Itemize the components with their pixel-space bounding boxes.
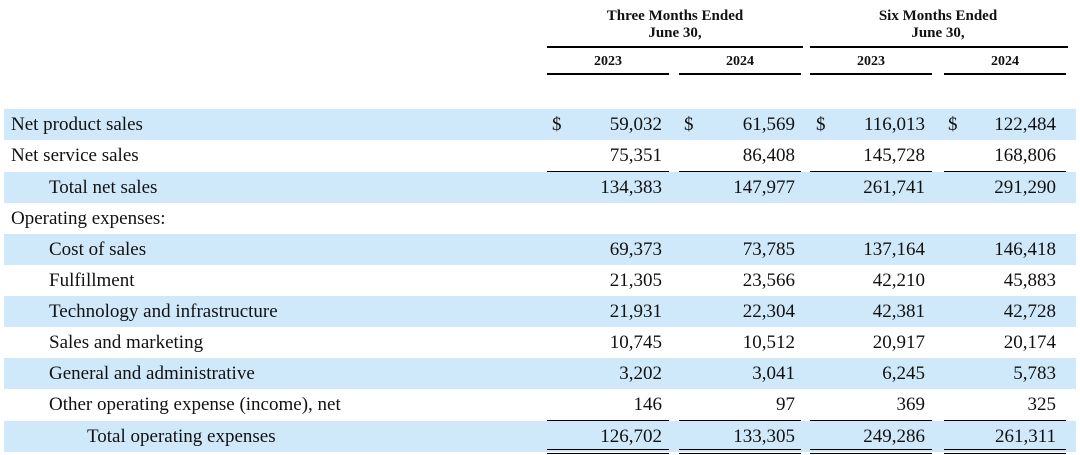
cell-value: 69,373 xyxy=(609,239,662,260)
cell-value: 73,785 xyxy=(742,239,795,260)
cell-value: 261,311 xyxy=(994,426,1056,447)
cell-value: 116,013 xyxy=(863,114,925,135)
table-row-technology-and-infrastructure: Technology and infrastructure 21,931 22,… xyxy=(4,296,1076,327)
table-row-general-and-administrative: General and administrative 3,202 3,041 6… xyxy=(4,358,1076,389)
cell-value: 3,202 xyxy=(619,363,662,384)
six-months-header-line2: June 30, xyxy=(911,25,965,41)
row-label: Net product sales xyxy=(11,114,143,135)
cell-value: 325 xyxy=(1027,394,1057,415)
cell-value: 22,304 xyxy=(742,301,795,322)
cell-value: 42,210 xyxy=(872,270,925,291)
cell-value: 10,512 xyxy=(742,332,795,353)
cell-value: 23,566 xyxy=(742,270,795,291)
row-label: Operating expenses: xyxy=(11,208,166,229)
three-months-header: Three Months Ended June 30, xyxy=(555,8,795,42)
subtotal-rule xyxy=(810,171,932,172)
total-double-rule xyxy=(944,449,1066,454)
year-header: 2023 xyxy=(594,54,622,69)
subtotal-rule xyxy=(679,420,801,421)
cell-value: 86,408 xyxy=(742,145,795,166)
table-row-total-net-sales: Total net sales 134,383 147,977 261,741 … xyxy=(4,172,1076,203)
row-label: Total net sales xyxy=(49,177,158,198)
row-label: Net service sales xyxy=(11,145,139,166)
cell-value: 134,383 xyxy=(600,177,662,198)
three-months-header-line2: June 30, xyxy=(648,25,702,41)
total-double-rule xyxy=(547,449,669,454)
total-double-rule xyxy=(810,449,932,454)
currency-symbol: $ xyxy=(552,114,562,135)
row-label: Sales and marketing xyxy=(49,332,204,353)
table-row-cost-of-sales: Cost of sales 69,373 73,785 137,164 146,… xyxy=(4,234,1076,265)
currency-symbol: $ xyxy=(684,114,694,135)
year-rule xyxy=(810,73,932,75)
year-rule xyxy=(679,73,801,75)
cell-value: 145,728 xyxy=(863,145,925,166)
year-header: 2024 xyxy=(726,54,754,69)
cell-value: 369 xyxy=(896,394,926,415)
cell-value: 5,783 xyxy=(1013,363,1056,384)
cell-value: 6,245 xyxy=(882,363,925,384)
row-label: Other operating expense (income), net xyxy=(49,394,341,415)
currency-symbol: $ xyxy=(948,114,958,135)
cell-value: 20,917 xyxy=(872,332,925,353)
subtotal-rule xyxy=(679,171,801,172)
table-row-total-operating-expenses: Total operating expenses 126,702 133,305… xyxy=(4,421,1076,452)
cell-value: 147,977 xyxy=(733,177,795,198)
table-row-other-operating-expense: Other operating expense (income), net 14… xyxy=(4,389,1076,420)
year-rule xyxy=(547,73,669,75)
cell-value: 122,484 xyxy=(994,114,1056,135)
row-label: Fulfillment xyxy=(49,270,135,291)
cell-value: 59,032 xyxy=(609,114,662,135)
table-row-sales-and-marketing: Sales and marketing 10,745 10,512 20,917… xyxy=(4,327,1076,358)
cell-value: 168,806 xyxy=(994,145,1056,166)
row-label: Cost of sales xyxy=(49,239,147,260)
cell-value: 75,351 xyxy=(609,145,662,166)
cell-value: 3,041 xyxy=(752,363,795,384)
cell-value: 42,728 xyxy=(1003,301,1056,322)
table-row-net-product-sales: Net product sales $ 59,032 $ 61,569 $ 11… xyxy=(4,109,1076,140)
cell-value: 291,290 xyxy=(994,177,1056,198)
cell-value: 146,418 xyxy=(994,239,1056,260)
cell-value: 133,305 xyxy=(733,426,795,447)
subtotal-rule xyxy=(547,420,669,421)
row-label: Technology and infrastructure xyxy=(49,301,278,322)
three-months-header-line1: Three Months Ended xyxy=(606,8,744,24)
cell-value: 61,569 xyxy=(742,114,795,135)
cell-value: 97 xyxy=(776,394,795,415)
cell-value: 20,174 xyxy=(1003,332,1056,353)
three-months-rule xyxy=(547,46,803,48)
cell-value: 45,883 xyxy=(1003,270,1056,291)
cell-value: 10,745 xyxy=(609,332,662,353)
cell-value: 21,931 xyxy=(609,301,662,322)
subtotal-rule xyxy=(547,171,669,172)
cell-value: 146 xyxy=(633,394,663,415)
subtotal-rule xyxy=(944,171,1066,172)
table-row-net-service-sales: Net service sales 75,351 86,408 145,728 … xyxy=(4,140,1076,171)
cell-value: 261,741 xyxy=(863,177,925,198)
six-months-header-line1: Six Months Ended xyxy=(878,8,998,24)
six-months-header: Six Months Ended June 30, xyxy=(818,8,1058,42)
year-header: 2023 xyxy=(857,54,885,69)
cell-value: 21,305 xyxy=(609,270,662,291)
table-row-fulfillment: Fulfillment 21,305 23,566 42,210 45,883 xyxy=(4,265,1076,296)
table-row-operating-expenses-heading: Operating expenses: xyxy=(4,203,1076,234)
currency-symbol: $ xyxy=(816,114,826,135)
year-header: 2024 xyxy=(991,54,1019,69)
row-label: Total operating expenses xyxy=(87,426,276,447)
row-label: General and administrative xyxy=(49,363,255,384)
year-rule xyxy=(944,73,1066,75)
total-double-rule xyxy=(679,449,801,454)
subtotal-rule xyxy=(944,420,1066,421)
six-months-rule xyxy=(810,46,1068,48)
cell-value: 126,702 xyxy=(600,426,662,447)
cell-value: 249,286 xyxy=(863,426,925,447)
subtotal-rule xyxy=(810,420,932,421)
cell-value: 137,164 xyxy=(863,239,925,260)
cell-value: 42,381 xyxy=(872,301,925,322)
